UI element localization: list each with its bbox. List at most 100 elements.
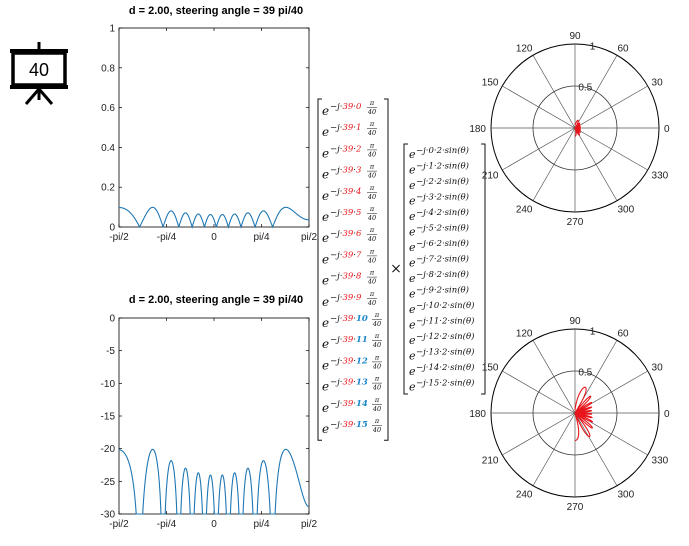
- matrix-right-entry: e −j·14·2·sin(θ): [409, 362, 474, 378]
- svg-text:e: e: [322, 231, 329, 245]
- y-tick-label: 0.4: [101, 143, 115, 154]
- svg-text:e: e: [322, 358, 329, 372]
- svg-text:π: π: [369, 184, 375, 192]
- polar-angle-label: 300: [618, 490, 635, 501]
- polar-spoke: [532, 340, 576, 414]
- svg-text:40: 40: [367, 278, 376, 286]
- svg-text:−j·5·2·sin(θ): −j·5·2·sin(θ): [416, 223, 469, 234]
- svg-text:−j·39·11: −j·39·11: [330, 335, 368, 345]
- beam-pattern-line: [119, 206, 309, 229]
- svg-text:−j·0·2·sin(θ): −j·0·2·sin(θ): [416, 145, 469, 156]
- polar-angle-label: 180: [469, 409, 486, 420]
- polar-spoke: [502, 370, 576, 414]
- svg-text:−j·6·2·sin(θ): −j·6·2·sin(θ): [416, 238, 469, 249]
- x-tick-label: pi/4: [253, 519, 270, 530]
- svg-text:e: e: [409, 288, 416, 301]
- svg-text:π: π: [374, 332, 380, 340]
- polar-angle-label: 150: [482, 363, 499, 374]
- matrix-bracket: [481, 143, 486, 395]
- svg-text:π: π: [374, 396, 380, 404]
- polar-pattern-line: [574, 119, 582, 137]
- svg-text:e: e: [322, 125, 329, 139]
- svg-text:e: e: [409, 272, 416, 285]
- svg-text:−j·15·2·sin(θ): −j·15·2·sin(θ): [416, 378, 474, 389]
- multiply-operator: ×: [390, 261, 402, 277]
- polar-spoke: [574, 127, 618, 201]
- matrix-left-entry: e −j·39·14 π40: [322, 396, 382, 415]
- svg-text:−j·39·4: −j·39·4: [330, 187, 361, 197]
- matrix-left-entry: e −j·39·3 π40: [322, 163, 377, 182]
- x-tick-label: -pi/4: [157, 232, 177, 243]
- svg-text:−j·14·2·sin(θ): −j·14·2·sin(θ): [416, 362, 474, 373]
- svg-text:e: e: [322, 401, 329, 415]
- polar-angle-label: 30: [652, 363, 664, 374]
- badge-label: 40: [29, 60, 49, 80]
- svg-text:e: e: [322, 104, 329, 118]
- polar-radial-label: 1: [590, 41, 596, 52]
- plot-frame-bottom: [118, 317, 310, 515]
- polar-angle-label: 60: [618, 43, 630, 54]
- svg-text:−j·39·3: −j·39·3: [330, 166, 361, 176]
- matrix-right-entry: e −j·0·2·sin(θ): [409, 145, 469, 161]
- polar-angle-label: 180: [469, 124, 486, 135]
- svg-text:e: e: [409, 226, 416, 239]
- svg-text:40: 40: [372, 405, 381, 413]
- matrix-right-entry: e −j·4·2·sin(θ): [409, 207, 469, 223]
- svg-text:−j·13·2·sin(θ): −j·13·2·sin(θ): [416, 347, 474, 358]
- beam-pattern-db-line: [118, 448, 310, 515]
- x-tick-label: pi/2: [301, 232, 318, 243]
- polar-spoke: [574, 412, 618, 486]
- polar-radial-label: 1: [590, 326, 596, 337]
- svg-text:−j·39·14: −j·39·14: [330, 399, 368, 409]
- matrix-left-entry: e −j·39·12 π40: [322, 353, 382, 372]
- matrix-left-entry: e −j·39·11 π40: [322, 332, 382, 351]
- matrix-left-entry: e −j·39·2 π40: [322, 141, 377, 160]
- svg-text:e: e: [409, 350, 416, 363]
- y-tick-label: -10: [101, 379, 116, 390]
- svg-text:e: e: [322, 210, 329, 224]
- polar-angle-label: 0: [664, 124, 670, 135]
- svg-text:e: e: [409, 257, 416, 270]
- matrix-left-entry: e −j·39·4 π40: [322, 184, 377, 203]
- svg-text:e: e: [409, 241, 416, 254]
- y-tick-label: 0.6: [101, 103, 115, 114]
- polar-radial-label: 0.5: [578, 368, 592, 379]
- svg-text:−j·7·2·sin(θ): −j·7·2·sin(θ): [416, 254, 469, 265]
- svg-text:−j·39·8: −j·39·8: [330, 272, 362, 282]
- svg-text:−j·39·2: −j·39·2: [330, 144, 361, 154]
- svg-text:π: π: [369, 163, 375, 171]
- x-tick-label: -pi/2: [109, 519, 129, 530]
- svg-text:40: 40: [367, 214, 376, 222]
- matrix-right-entry: e −j·2·2·sin(θ): [409, 176, 469, 192]
- svg-text:−j·39·15: −j·39·15: [330, 420, 368, 430]
- matrix-right-entry: e −j·13·2·sin(θ): [409, 347, 474, 363]
- svg-text:−j·11·2·sin(θ): −j·11·2·sin(θ): [416, 316, 474, 327]
- matrix-right-entry: e −j·7·2·sin(θ): [409, 254, 469, 270]
- polar-angle-label: 150: [482, 78, 499, 89]
- polar-angle-label: 270: [567, 217, 584, 228]
- svg-text:e: e: [409, 319, 416, 332]
- svg-text:e: e: [409, 303, 416, 316]
- matrix-right-entry: e −j·10·2·sin(θ): [409, 300, 474, 316]
- polar-angle-label: 90: [569, 31, 581, 42]
- svg-text:40: 40: [372, 341, 381, 349]
- svg-text:40: 40: [367, 108, 376, 116]
- svg-text:−j·8·2·sin(θ): −j·8·2·sin(θ): [416, 269, 469, 280]
- matrix-left-entry: e −j·39·5 π40: [322, 205, 377, 224]
- matrix-right-entry: e −j·12·2·sin(θ): [409, 331, 474, 347]
- matrix-left-entry: e −j·39·6 π40: [322, 226, 377, 245]
- polar-angle-label: 0: [664, 409, 670, 420]
- svg-text:−j·10·2·sin(θ): −j·10·2·sin(θ): [416, 300, 474, 311]
- svg-text:π: π: [369, 226, 375, 234]
- svg-text:π: π: [374, 375, 380, 383]
- svg-text:40: 40: [372, 426, 381, 434]
- polar-angle-label: 120: [516, 328, 533, 339]
- svg-text:e: e: [322, 168, 329, 182]
- array-phase-matrix: e −j·0·2·sin(θ)e −j·1·2·sin(θ)e −j·2·2·sin(…: [403, 143, 486, 395]
- matrix-left-entry: e −j·39·15 π40: [322, 417, 382, 436]
- polar-angle-label: 60: [618, 328, 630, 339]
- svg-text:−j·39·6: −j·39·6: [330, 229, 362, 239]
- svg-text:e: e: [322, 295, 329, 309]
- polar-spoke: [502, 127, 576, 171]
- y-tick-label: -25: [101, 477, 116, 488]
